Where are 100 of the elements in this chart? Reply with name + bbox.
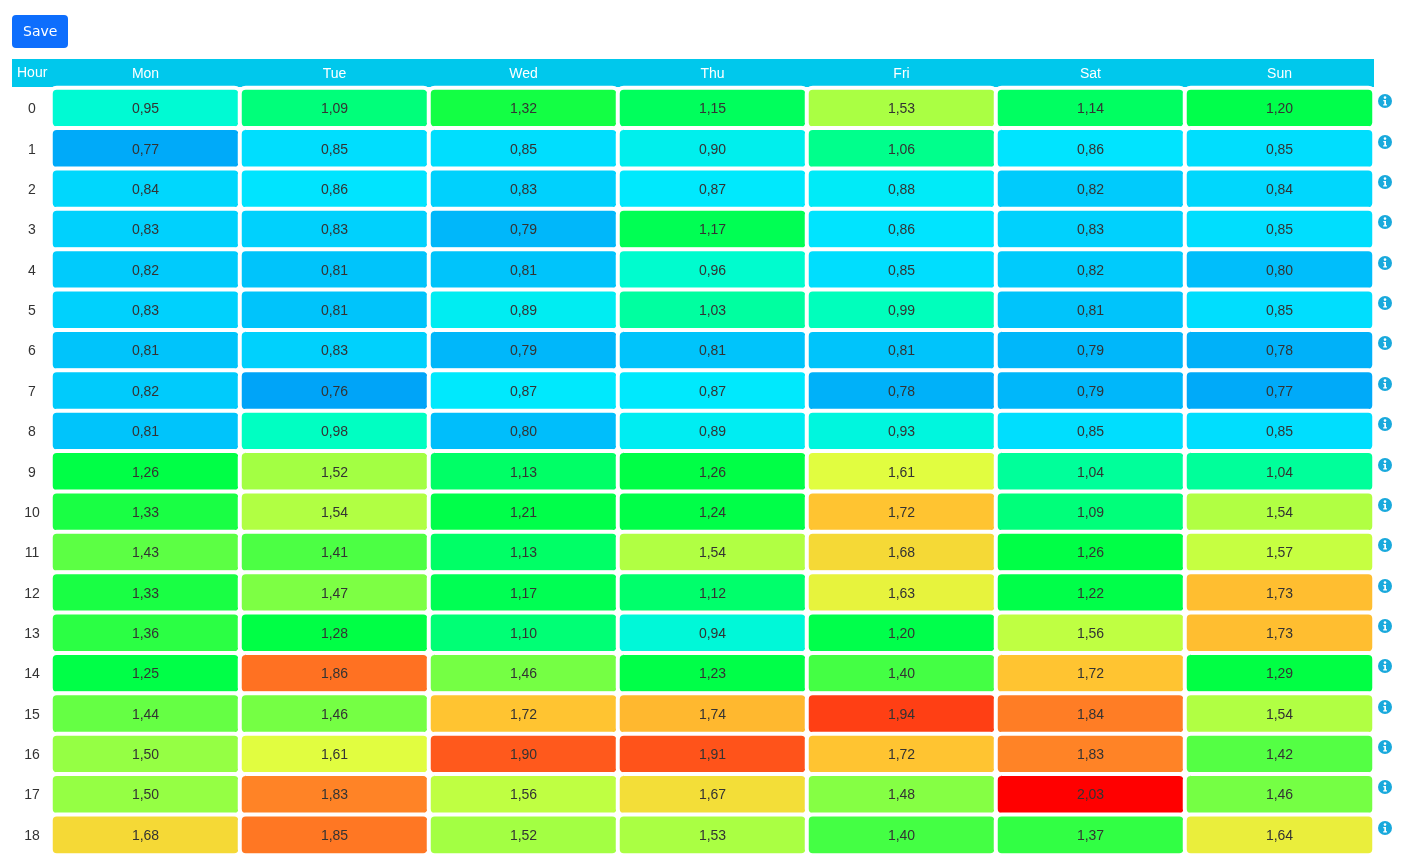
data-label: 0,86 — [320, 180, 349, 197]
data-label: 1,56 — [1076, 624, 1105, 641]
data-label: 1,25 — [131, 665, 160, 682]
data-label: 1,73 — [1265, 624, 1294, 641]
data-label: 1,15 — [698, 100, 727, 117]
data-label: 0,86 — [1076, 140, 1105, 157]
data-label: 1,13 — [509, 463, 538, 480]
data-label: 0,78 — [1265, 342, 1294, 359]
data-label: 0,79 — [509, 221, 538, 238]
data-label: 1,03 — [698, 302, 727, 319]
data-label: 0,82 — [131, 382, 160, 399]
data-label: 0,83 — [320, 221, 349, 238]
data-label: 1,50 — [131, 786, 160, 803]
data-label: 0,99 — [887, 302, 916, 319]
data-label: 0,84 — [131, 180, 160, 197]
data-label: 0,81 — [320, 302, 349, 319]
data-label: 1,36 — [131, 624, 160, 641]
data-label: 0,77 — [131, 140, 160, 157]
data-label: 1,50 — [131, 746, 160, 763]
data-label: 1,54 — [1265, 503, 1294, 520]
x-tick-label: Sun — [1267, 65, 1292, 81]
y-tick-label: 0 — [28, 100, 37, 117]
data-label: 0,85 — [887, 261, 916, 278]
data-label: 1,72 — [509, 705, 538, 722]
data-label: 0,78 — [887, 382, 916, 399]
data-label: 1,48 — [887, 786, 916, 803]
data-label: 1,52 — [320, 463, 349, 480]
data-label: 0,81 — [131, 342, 160, 359]
data-label: 1,56 — [509, 786, 538, 803]
data-label: 1,44 — [131, 705, 160, 722]
x-tick-label: Tue — [322, 65, 347, 81]
data-label: 1,83 — [1076, 746, 1105, 763]
x-tick-label: Thu — [700, 65, 725, 81]
data-label: 1,46 — [320, 705, 349, 722]
data-label: 0,98 — [320, 423, 349, 440]
y-tick-label: 16 — [24, 746, 40, 763]
data-label: 1,42 — [1265, 746, 1294, 763]
data-label: 1,14 — [1076, 100, 1105, 117]
data-label: 0,81 — [698, 342, 727, 359]
save-button[interactable]: Save — [12, 15, 69, 48]
data-label: 0,81 — [887, 342, 916, 359]
data-label: 1,47 — [320, 584, 349, 601]
data-label: 0,89 — [698, 423, 727, 440]
y-tick-label: 7 — [28, 382, 37, 399]
data-label: 0,77 — [1265, 382, 1294, 399]
data-label: 1,06 — [887, 140, 916, 157]
data-label: 0,82 — [131, 261, 160, 278]
data-label: 1,32 — [509, 100, 538, 117]
data-label: 1,61 — [320, 746, 349, 763]
data-label: 1,72 — [887, 746, 916, 763]
data-label: 1,73 — [1265, 584, 1294, 601]
data-label: 0,80 — [509, 423, 538, 440]
data-label: 0,85 — [1265, 302, 1294, 319]
data-label: 1,26 — [1076, 544, 1105, 561]
data-label: 0,83 — [131, 221, 160, 238]
x-tick-label: Wed — [509, 65, 538, 81]
y-tick-label: 15 — [24, 705, 40, 722]
data-label: 1,54 — [320, 503, 349, 520]
data-label: 0,79 — [1076, 382, 1105, 399]
data-label: 1,84 — [1076, 705, 1105, 722]
data-label: 1,37 — [1076, 826, 1105, 843]
data-label: 1,64 — [1265, 826, 1294, 843]
y-tick-label: 3 — [28, 221, 37, 238]
data-label: 1,10 — [509, 624, 538, 641]
data-label: 1,46 — [509, 665, 538, 682]
data-label: 1,41 — [320, 544, 349, 561]
data-label: 1,53 — [698, 826, 727, 843]
data-label: 0,84 — [1265, 180, 1294, 197]
y-tick-label: 5 — [28, 302, 37, 319]
data-label: 1,17 — [698, 221, 727, 238]
data-label: 0,96 — [698, 261, 727, 278]
data-label: 0,81 — [1076, 302, 1105, 319]
data-label: 1,68 — [887, 544, 916, 561]
data-label: 0,81 — [131, 423, 160, 440]
x-tick-label: Sat — [1079, 65, 1102, 81]
data-label: 1,29 — [1265, 665, 1294, 682]
data-label: 1,91 — [698, 746, 727, 763]
data-label: 1,26 — [131, 463, 160, 480]
data-label: 0,76 — [320, 382, 349, 399]
data-label: 1,17 — [509, 584, 538, 601]
data-label: 0,83 — [1076, 221, 1105, 238]
data-label: 0,82 — [1076, 261, 1105, 278]
data-label: 1,40 — [887, 665, 916, 682]
data-label: 0,81 — [509, 261, 538, 278]
data-label: 0,80 — [1265, 261, 1294, 278]
data-label: 0,85 — [1265, 140, 1294, 157]
data-label: 1,85 — [320, 826, 349, 843]
data-label: 1,33 — [131, 584, 160, 601]
data-label: 1,72 — [887, 503, 916, 520]
data-label: 1,94 — [887, 705, 916, 722]
data-label: 0,88 — [887, 180, 916, 197]
y-tick-label: 10 — [24, 503, 40, 520]
data-label: 0,90 — [698, 140, 727, 157]
data-label: 0,85 — [1265, 423, 1294, 440]
data-label: 1,83 — [320, 786, 349, 803]
data-label: 0,94 — [698, 624, 727, 641]
y-tick-label: 13 — [24, 624, 40, 641]
data-label: 1,23 — [698, 665, 727, 682]
data-label: 0,87 — [509, 382, 538, 399]
data-label: 1,54 — [698, 544, 727, 561]
